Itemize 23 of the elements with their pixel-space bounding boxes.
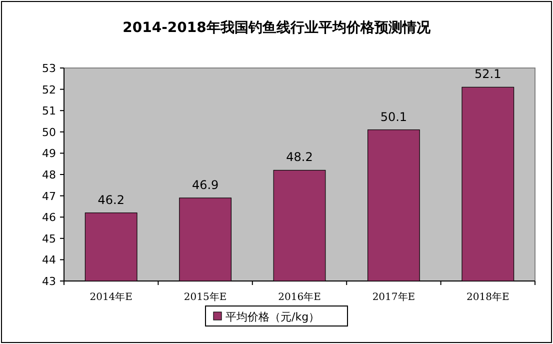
chart-title: 2014-2018年我国钓鱼线行业平均价格预测情况	[122, 20, 432, 36]
x-tick-label: 2017年E	[372, 291, 416, 303]
y-tick-label: 53	[42, 62, 56, 75]
data-label: 46.2	[98, 192, 124, 207]
y-tick-label: 50	[42, 126, 56, 139]
legend-label: 平均价格（元/kg）	[226, 310, 320, 324]
data-label: 46.9	[192, 178, 219, 192]
data-label: 50.1	[380, 110, 408, 124]
x-tick-label: 2015年E	[184, 291, 227, 303]
data-label: 48.2	[286, 150, 313, 164]
y-tick-label: 46	[42, 211, 56, 224]
y-tick-label: 48	[42, 168, 56, 182]
data-label: 52.1	[474, 67, 502, 82]
y-tick-label: 43	[42, 275, 56, 288]
y-tick-label: 49	[42, 147, 56, 160]
y-tick-label: 44	[42, 254, 56, 267]
y-tick-label: 52	[42, 83, 56, 96]
x-tick-label: 2018年E	[466, 291, 510, 303]
y-tick-label: 45	[42, 232, 56, 246]
x-tick-label: 2014年E	[90, 291, 132, 303]
y-tick-label: 51	[42, 104, 56, 118]
y-tick-label: 47	[42, 190, 56, 203]
x-tick-label: 2016年E	[278, 291, 321, 303]
